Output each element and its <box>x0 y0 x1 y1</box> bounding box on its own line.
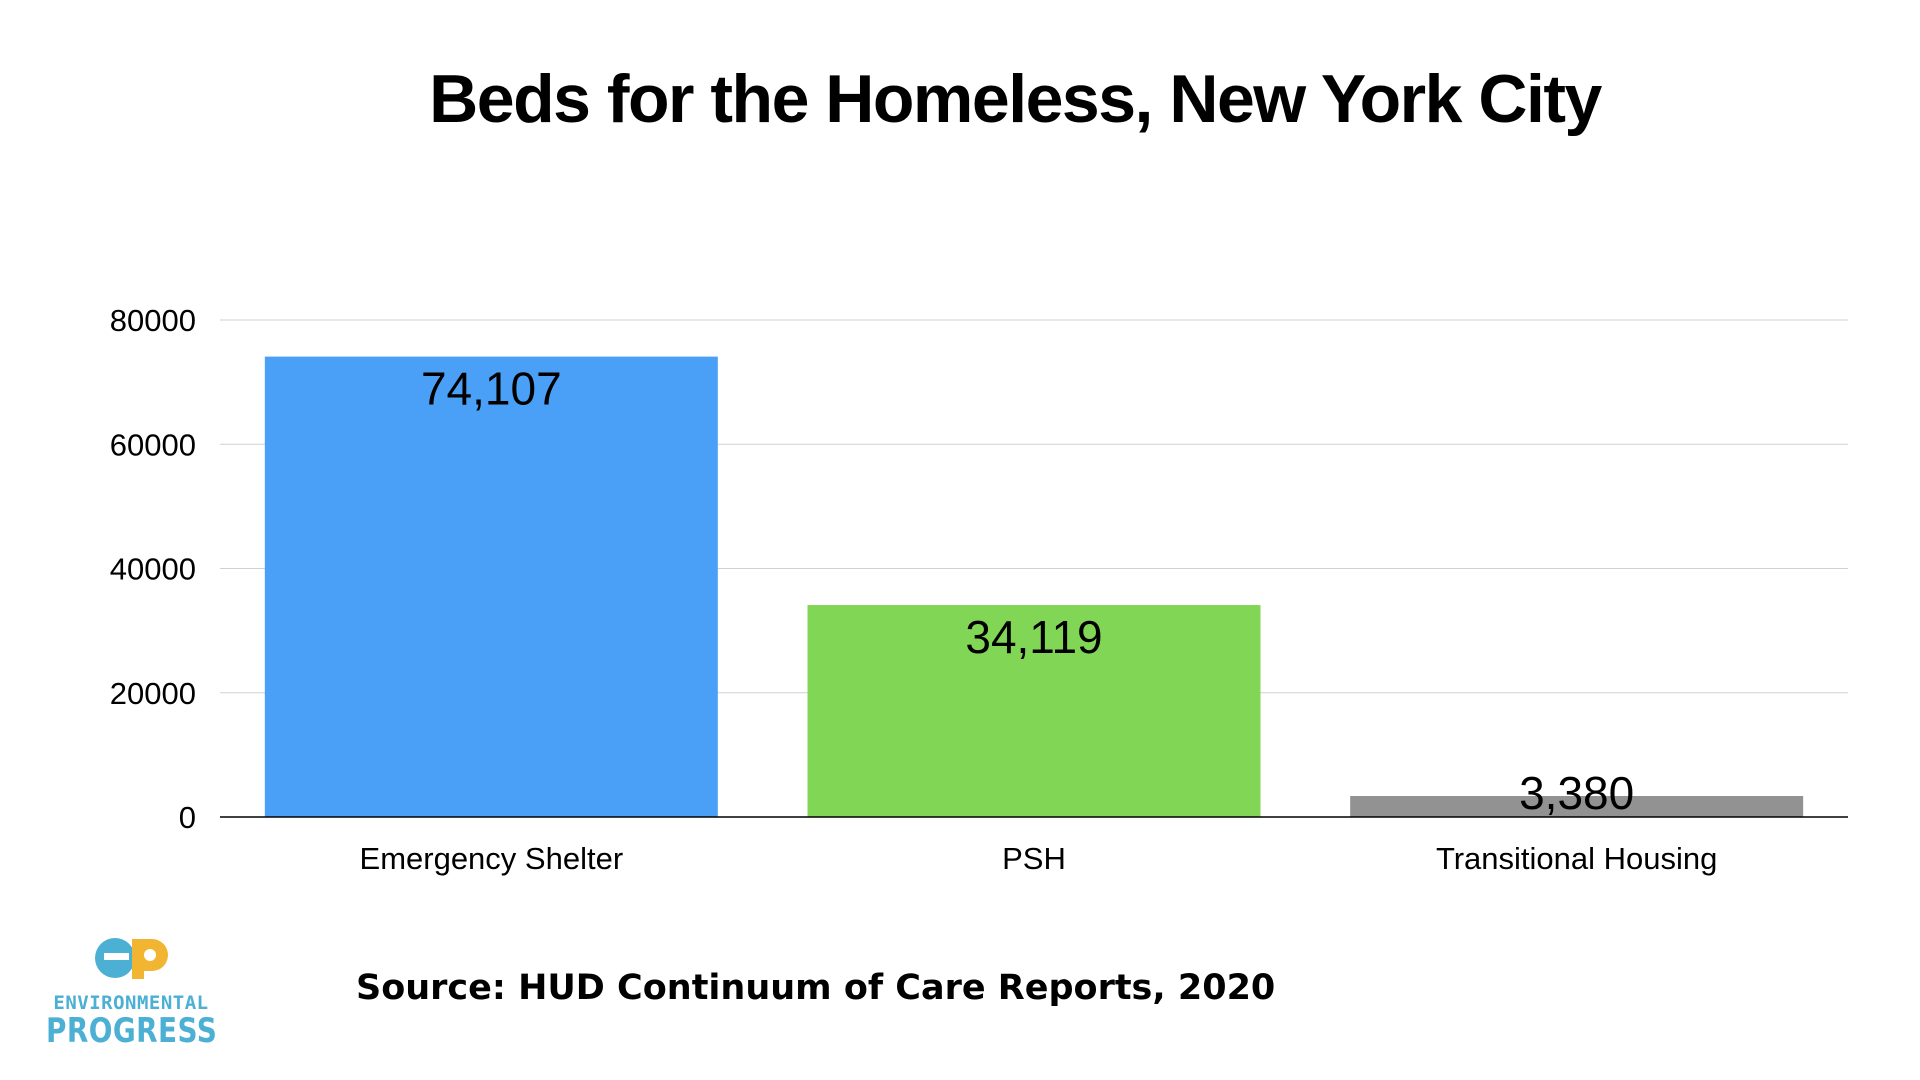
x-tick-label: Transitional Housing <box>1436 841 1717 876</box>
bar <box>807 605 1261 817</box>
logo-text-progress: PROGRESS <box>46 1011 218 1051</box>
bar-value-label: 34,119 <box>965 611 1102 663</box>
x-tick-label: Emergency Shelter <box>360 841 624 876</box>
y-tick-label: 60000 <box>110 427 196 462</box>
environmental-progress-logo: ENVIRONMENTAL PROGRESS <box>46 935 218 1051</box>
logo-text-environmental: ENVIRONMENTAL <box>53 992 209 1014</box>
chart-title: Beds for the Homeless, New York City <box>429 61 1602 137</box>
y-tick-label: 20000 <box>110 676 196 711</box>
source-note: Source: HUD Continuum of Care Reports, 2… <box>356 968 1276 1008</box>
bar <box>1350 796 1804 817</box>
bar <box>264 356 718 817</box>
y-tick-label: 40000 <box>110 552 196 587</box>
bar-value-label: 3,380 <box>1519 767 1634 819</box>
x-tick-label: PSH <box>1002 841 1066 876</box>
bar-chart: 0 20000 40000 60000 80000 74,107 Emergency She… <box>110 303 1848 876</box>
bar-value-label: 74,107 <box>421 363 562 415</box>
y-tick-label: 0 <box>179 800 196 835</box>
y-tick-label: 80000 <box>110 303 196 338</box>
ep-logo-icon <box>95 938 168 979</box>
